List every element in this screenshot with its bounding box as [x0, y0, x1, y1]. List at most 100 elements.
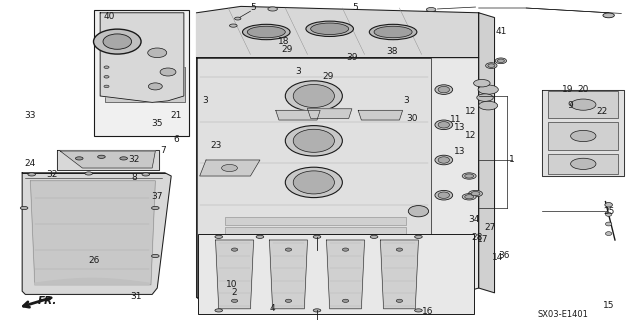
Bar: [228, 253, 266, 264]
Text: 22: 22: [597, 108, 608, 116]
Ellipse shape: [215, 235, 223, 238]
Bar: [225, 217, 406, 225]
Ellipse shape: [85, 172, 93, 175]
Ellipse shape: [426, 7, 436, 12]
Text: 16: 16: [422, 307, 434, 316]
Polygon shape: [307, 109, 352, 118]
Ellipse shape: [605, 203, 612, 207]
Polygon shape: [542, 90, 624, 176]
Polygon shape: [22, 173, 171, 294]
Text: 19: 19: [562, 85, 573, 94]
Polygon shape: [60, 151, 155, 168]
Text: 10: 10: [226, 280, 237, 289]
Text: 12: 12: [465, 132, 476, 140]
Text: 40: 40: [104, 12, 115, 21]
Text: 7: 7: [160, 146, 166, 155]
Text: 5: 5: [352, 4, 358, 12]
Ellipse shape: [465, 174, 474, 178]
Ellipse shape: [497, 59, 505, 62]
Bar: [225, 236, 406, 244]
Ellipse shape: [98, 155, 105, 158]
Text: 9: 9: [567, 101, 574, 110]
Ellipse shape: [152, 206, 159, 210]
Ellipse shape: [235, 17, 241, 20]
Text: 25: 25: [603, 207, 614, 216]
Ellipse shape: [293, 129, 335, 152]
Ellipse shape: [93, 29, 141, 54]
Ellipse shape: [268, 7, 278, 11]
Ellipse shape: [438, 86, 450, 93]
Ellipse shape: [293, 84, 335, 108]
Ellipse shape: [142, 173, 150, 176]
Text: 31: 31: [131, 292, 142, 301]
Ellipse shape: [293, 171, 335, 194]
Bar: [548, 91, 618, 118]
Polygon shape: [276, 110, 320, 120]
Ellipse shape: [462, 173, 476, 179]
Ellipse shape: [120, 157, 127, 160]
Polygon shape: [197, 58, 479, 298]
Ellipse shape: [342, 299, 349, 302]
Text: 5: 5: [250, 4, 257, 12]
Text: 12: 12: [465, 108, 476, 116]
Ellipse shape: [462, 194, 476, 200]
Polygon shape: [200, 160, 260, 176]
Ellipse shape: [415, 309, 422, 312]
Ellipse shape: [104, 66, 109, 68]
Bar: [548, 122, 618, 150]
Ellipse shape: [474, 79, 490, 87]
Text: 32: 32: [46, 170, 58, 179]
Text: 29: 29: [323, 72, 334, 81]
Text: 32: 32: [129, 156, 140, 164]
Ellipse shape: [75, 157, 83, 160]
Ellipse shape: [285, 125, 342, 156]
Ellipse shape: [479, 101, 498, 110]
Text: 41: 41: [495, 28, 507, 36]
Ellipse shape: [221, 164, 237, 172]
Ellipse shape: [571, 158, 596, 170]
Ellipse shape: [104, 85, 109, 88]
Ellipse shape: [488, 64, 495, 67]
Ellipse shape: [408, 205, 429, 217]
Text: 3: 3: [295, 68, 301, 76]
Polygon shape: [216, 240, 254, 309]
Ellipse shape: [438, 192, 450, 198]
Polygon shape: [380, 240, 418, 309]
Polygon shape: [30, 181, 155, 285]
Ellipse shape: [374, 26, 412, 38]
Ellipse shape: [477, 94, 493, 101]
Text: 13: 13: [454, 148, 465, 156]
Ellipse shape: [471, 191, 480, 196]
Ellipse shape: [231, 248, 238, 251]
Text: 29: 29: [281, 45, 293, 54]
Ellipse shape: [313, 235, 321, 238]
Text: SX03-E1401: SX03-E1401: [538, 310, 588, 319]
Text: 30: 30: [406, 114, 418, 123]
Ellipse shape: [306, 21, 354, 36]
Text: 33: 33: [24, 111, 36, 120]
Polygon shape: [100, 13, 184, 102]
Ellipse shape: [230, 24, 237, 27]
Ellipse shape: [215, 309, 223, 312]
Polygon shape: [197, 58, 431, 298]
Text: 14: 14: [492, 253, 503, 262]
Ellipse shape: [571, 130, 596, 141]
Ellipse shape: [571, 99, 596, 110]
Ellipse shape: [148, 48, 167, 58]
Ellipse shape: [285, 248, 292, 251]
Ellipse shape: [28, 173, 36, 176]
Polygon shape: [197, 6, 479, 58]
Text: 28: 28: [471, 233, 482, 242]
Text: 24: 24: [24, 159, 36, 168]
Ellipse shape: [435, 190, 453, 200]
Ellipse shape: [605, 232, 612, 236]
Text: 18: 18: [278, 37, 290, 46]
Ellipse shape: [160, 68, 176, 76]
Text: 8: 8: [131, 173, 138, 182]
Ellipse shape: [370, 235, 378, 238]
Text: 39: 39: [346, 53, 358, 62]
Ellipse shape: [311, 23, 349, 35]
Text: 36: 36: [498, 252, 510, 260]
Text: 27: 27: [484, 223, 496, 232]
Bar: [105, 67, 185, 102]
